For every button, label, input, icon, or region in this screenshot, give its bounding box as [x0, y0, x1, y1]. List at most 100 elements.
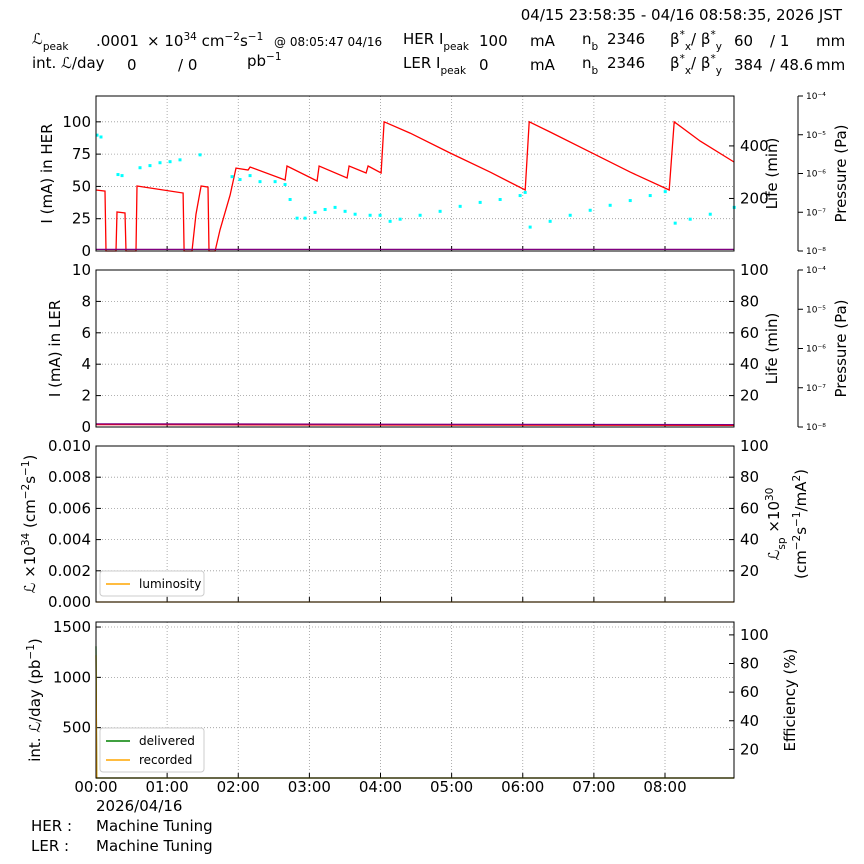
- point: [523, 190, 527, 194]
- y-tick-label: 0.006: [48, 499, 91, 517]
- y2-tick-label: 80: [740, 292, 759, 310]
- y-tick-label: 0.008: [48, 468, 91, 486]
- text-part: s: [240, 32, 248, 50]
- beta-unit: mm: [816, 32, 845, 50]
- text-part: s: [21, 476, 39, 484]
- y-axis-label: int. ℒ/day (pb−1): [25, 638, 44, 762]
- x-tick-label: 05:00: [430, 778, 473, 796]
- superscript: −1: [20, 460, 32, 475]
- y-tick-label: 1500: [53, 618, 91, 636]
- y3-axis-label: Pressure (Pa): [832, 124, 850, 222]
- ring-label: HER Ipeak: [403, 30, 470, 53]
- text-part: (cm: [21, 499, 39, 532]
- point: [628, 199, 632, 203]
- y-tick-label: 75: [72, 145, 91, 163]
- status-state: Machine Tuning: [96, 837, 213, 855]
- text-part: n: [582, 30, 592, 48]
- text-part: pb: [247, 52, 266, 70]
- y-tick-label: 0.010: [48, 437, 91, 455]
- beta-x: 60: [734, 32, 753, 50]
- y-tick-label: 2: [81, 387, 91, 405]
- bunch-number: 2346: [607, 54, 645, 72]
- y3-axis-label: Pressure (Pa): [832, 299, 850, 397]
- y2-tick-label: 80: [740, 468, 759, 486]
- lumi-peak-time: @ 08:05:47 04/16: [274, 35, 382, 49]
- x-date: 2026/04/16: [96, 797, 182, 815]
- superscript: −2: [791, 535, 803, 550]
- beta-y: / 1: [770, 32, 789, 50]
- ring-label: LER Ipeak: [403, 54, 467, 77]
- point: [708, 212, 712, 216]
- superscript: −2: [20, 484, 32, 499]
- text-part: n: [582, 54, 592, 72]
- y2-tick-label: 60: [740, 683, 759, 701]
- point: [548, 219, 552, 223]
- int-lumi-delivered: 0: [127, 56, 137, 74]
- y-tick-label: 4: [81, 355, 91, 373]
- point: [498, 198, 502, 202]
- text-part: HER I: [403, 30, 443, 48]
- point: [333, 205, 337, 209]
- text-part: ): [792, 469, 810, 475]
- y2-tick-label: 20: [740, 562, 759, 580]
- point: [116, 173, 120, 177]
- point: [178, 158, 182, 162]
- text-part: ): [21, 455, 39, 461]
- point: [138, 166, 142, 170]
- superscript: −2: [224, 31, 239, 43]
- y2-axis-label: Efficiency (%): [781, 649, 799, 752]
- text-part: s: [792, 527, 810, 535]
- y3-tick-label: 10⁻⁸: [806, 247, 826, 257]
- y-tick-label: 0.000: [48, 593, 91, 611]
- y-tick-label: 0: [81, 418, 91, 436]
- bunch-label: nb: [582, 54, 599, 77]
- y2-tick-label: 200: [740, 189, 769, 207]
- bunch-label: nb: [582, 30, 599, 53]
- point: [168, 160, 172, 164]
- ring-unit: mA: [530, 56, 556, 74]
- text-part: /mA: [792, 481, 810, 512]
- subscript: peak: [443, 41, 470, 53]
- subscript: peak: [43, 41, 70, 53]
- text-part: ℒ: [32, 30, 43, 48]
- text-part: / β: [691, 30, 710, 48]
- text-part: ℒ ×10: [21, 546, 39, 593]
- beta-y: / 48.6: [770, 56, 813, 74]
- y2-tick-label: 40: [740, 531, 759, 549]
- panel: 0 2 4 6 8 10 I (mA) in LER 20 40 60 80 100 Life (min…: [46, 261, 850, 436]
- text-part: int. ℒ/day (pb: [26, 660, 44, 762]
- y-tick-label: 100: [62, 113, 91, 131]
- superscript: *: [680, 29, 685, 41]
- text-part: ×10: [765, 501, 783, 537]
- subscript: b: [592, 65, 599, 77]
- point: [313, 210, 317, 214]
- x-tick-label: 04:00: [359, 778, 402, 796]
- subscript: x: [685, 41, 691, 53]
- y2-tick-label: 80: [740, 655, 759, 673]
- superscript: −1: [248, 31, 263, 43]
- beta-label: β*x/ β*y: [670, 53, 722, 77]
- y-tick-label: 500: [62, 719, 91, 737]
- y2-tick-label: 100: [740, 626, 769, 644]
- int-lumi-recorded: / 0: [178, 56, 197, 74]
- y-tick-label: 8: [81, 292, 91, 310]
- x-tick-label: 00:00: [74, 778, 117, 796]
- y2-tick-label: 60: [740, 324, 759, 342]
- y-tick-label: 0: [81, 242, 91, 260]
- plot-frame: [95, 95, 735, 252]
- y2-tick-label: 40: [740, 355, 759, 373]
- legend-label: recorded: [139, 753, 192, 767]
- point: [663, 190, 667, 194]
- lumi-peak-label: ℒpeak: [32, 30, 69, 53]
- y3-tick-label: 10⁻⁷: [806, 384, 826, 394]
- ring-unit: mA: [530, 32, 556, 50]
- y2-tick-label: 20: [740, 387, 759, 405]
- superscript: *: [710, 53, 715, 65]
- series-line: [95, 120, 735, 252]
- x-tick-label: 01:00: [146, 778, 189, 796]
- point: [458, 204, 462, 208]
- text-part: × 10: [147, 32, 183, 50]
- y2-tick-label: 40: [740, 712, 759, 730]
- point: [518, 194, 522, 198]
- subscript: peak: [440, 65, 467, 77]
